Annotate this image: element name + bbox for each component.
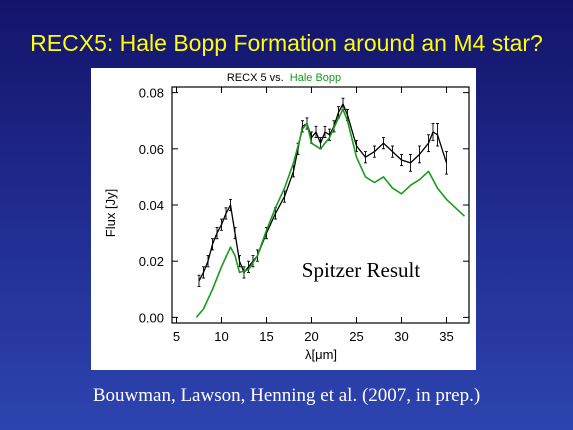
spitzer-annotation: Spitzer Result	[302, 258, 421, 282]
chart-title-recx5: RECX 5 vs.	[227, 72, 284, 84]
spectrum-chart: RECX 5 vs. Hale Bopp 5 10 15 20 25 30 35 0.00 0.…	[103, 72, 470, 362]
hale-bopp-series-line	[195, 108, 466, 318]
x-axis-label: λ[μm]	[305, 347, 337, 362]
x-tick-label: 35	[439, 329, 453, 344]
chart-title-halebopp: Hale Bopp	[290, 72, 341, 84]
recx-5-series-line	[198, 103, 448, 282]
slide-title: RECX5: Hale Bopp Formation around an M4 …	[30, 30, 543, 56]
x-tick-label: 5	[173, 329, 180, 344]
plot-panel: RECX 5 vs. Hale Bopp 5 10 15 20 25 30 35 0.00 0.…	[91, 68, 476, 370]
x-tick-label: 10	[214, 329, 228, 344]
x-tick-label: 30	[394, 329, 408, 344]
chart-title: RECX 5 vs. Hale Bopp	[227, 72, 341, 84]
y-tick-label: 0.00	[139, 310, 164, 325]
y-tick-label: 0.02	[139, 254, 164, 269]
x-tick-label: 25	[349, 329, 363, 344]
y-tick-label: 0.04	[139, 198, 164, 213]
footer-citation: Bouwman, Lawson, Henning et al. (2007, i…	[92, 385, 481, 406]
plot-frame	[171, 86, 470, 324]
y-tick-label: 0.06	[139, 142, 164, 157]
x-tick-label: 15	[259, 329, 273, 344]
y-tick-label: 0.08	[139, 86, 164, 101]
y-axis-label: Flux [Jy]	[103, 189, 118, 237]
x-tick-label: 20	[304, 329, 318, 344]
